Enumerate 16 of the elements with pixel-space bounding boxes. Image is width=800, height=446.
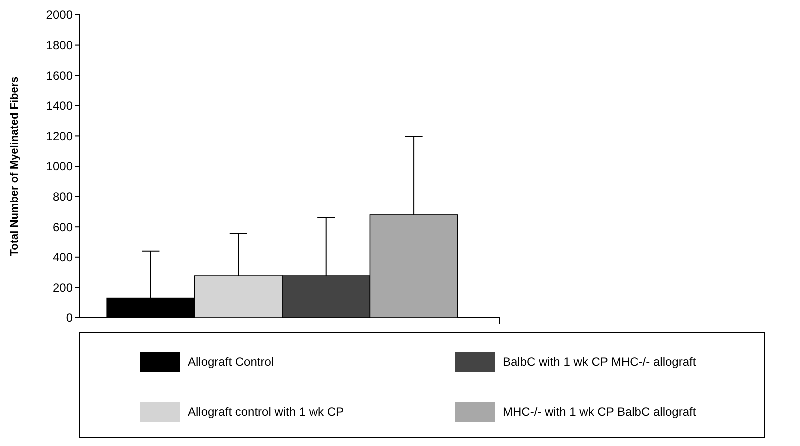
y-tick-label: 1600 [46, 68, 74, 83]
y-tick-label: 1200 [46, 129, 74, 144]
y-tick-label: 400 [52, 250, 74, 265]
y-tick-label: 1000 [46, 160, 74, 174]
y-tick-label: 1800 [46, 38, 74, 52]
y-tick-label: 600 [52, 220, 74, 234]
y-tick-label: 0 [66, 311, 74, 326]
y-tick-label: 200 [52, 280, 74, 295]
legend-label: BalbC with 1 wk CP MHC-/- allograft [503, 355, 697, 370]
y-tick-label: 800 [52, 190, 74, 204]
legend-label: MHC-/- with 1 wk CP BalbC allograft [503, 405, 697, 420]
legend-label: Allograft control with 1 wk CP [188, 405, 344, 420]
y-axis-title: Total Number of Myelinated Fibers [9, 76, 21, 256]
y-tick-label: 2000 [46, 8, 74, 22]
y-tick-label: 1400 [46, 99, 74, 114]
legend-label: Allograft Control [188, 355, 274, 370]
